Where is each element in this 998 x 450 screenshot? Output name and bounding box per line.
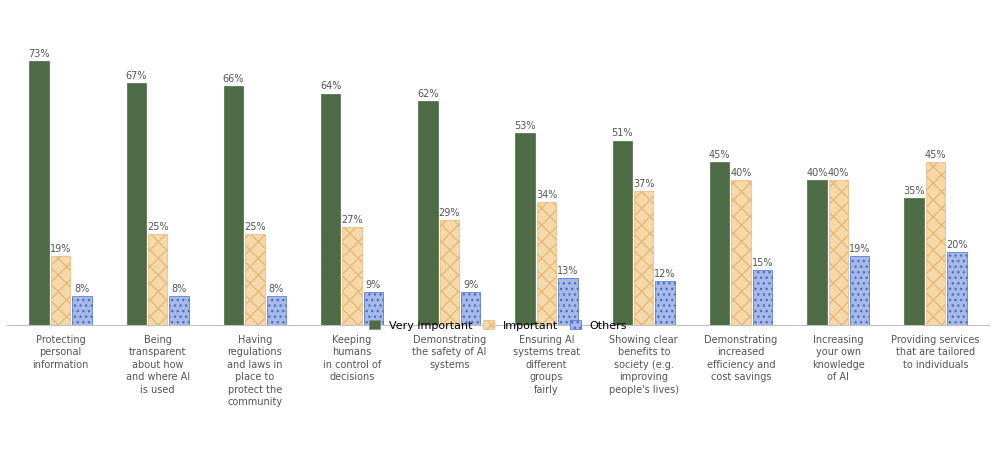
Text: 12%: 12% xyxy=(655,269,676,279)
Text: 19%: 19% xyxy=(50,244,71,254)
Bar xyxy=(634,191,654,324)
Text: 45%: 45% xyxy=(925,150,946,160)
Bar xyxy=(710,162,730,324)
Bar xyxy=(224,86,244,324)
Bar xyxy=(752,270,772,324)
Bar xyxy=(266,296,286,324)
Text: 51%: 51% xyxy=(612,128,633,138)
Text: 25%: 25% xyxy=(245,222,265,232)
Text: 25%: 25% xyxy=(147,222,169,232)
Text: 45%: 45% xyxy=(709,150,731,160)
Bar xyxy=(807,180,826,324)
Text: 9%: 9% xyxy=(463,280,478,290)
Bar xyxy=(828,180,848,324)
Text: 15%: 15% xyxy=(751,258,773,268)
Text: 9%: 9% xyxy=(366,280,381,290)
Text: 66%: 66% xyxy=(223,74,245,84)
Bar xyxy=(926,162,945,324)
Legend: Very important, Important, Others: Very important, Important, Others xyxy=(364,315,632,335)
Text: 27%: 27% xyxy=(341,215,363,225)
Bar xyxy=(51,256,70,324)
Bar xyxy=(418,101,438,324)
Bar xyxy=(656,281,675,324)
Text: 20%: 20% xyxy=(946,240,968,250)
Bar xyxy=(613,140,632,324)
Text: 67%: 67% xyxy=(126,71,147,81)
Bar xyxy=(461,292,480,324)
Text: 8%: 8% xyxy=(172,284,187,293)
Text: 40%: 40% xyxy=(827,168,849,178)
Bar xyxy=(72,296,92,324)
Bar xyxy=(321,94,340,324)
Text: 19%: 19% xyxy=(849,244,870,254)
Text: 53%: 53% xyxy=(514,121,536,131)
Text: 62%: 62% xyxy=(417,89,439,99)
Text: 13%: 13% xyxy=(557,266,579,275)
Text: 64%: 64% xyxy=(320,81,341,91)
Text: 29%: 29% xyxy=(438,208,460,218)
Bar xyxy=(342,227,362,324)
Bar xyxy=(170,296,189,324)
Text: 40%: 40% xyxy=(731,168,751,178)
Bar xyxy=(127,83,146,324)
Bar xyxy=(904,198,924,324)
Bar xyxy=(537,202,556,324)
Bar xyxy=(439,220,459,324)
Text: 37%: 37% xyxy=(633,179,655,189)
Text: 8%: 8% xyxy=(268,284,283,293)
Text: 73%: 73% xyxy=(28,49,50,59)
Text: 35%: 35% xyxy=(903,186,925,196)
Text: 34%: 34% xyxy=(536,190,557,200)
Bar xyxy=(246,234,264,324)
Bar xyxy=(850,256,869,324)
Bar xyxy=(148,234,168,324)
Text: 40%: 40% xyxy=(806,168,827,178)
Bar xyxy=(29,61,49,324)
Bar xyxy=(558,278,578,324)
Bar xyxy=(947,252,966,324)
Bar xyxy=(363,292,383,324)
Bar xyxy=(732,180,750,324)
Bar xyxy=(515,133,535,324)
Text: 8%: 8% xyxy=(74,284,90,293)
